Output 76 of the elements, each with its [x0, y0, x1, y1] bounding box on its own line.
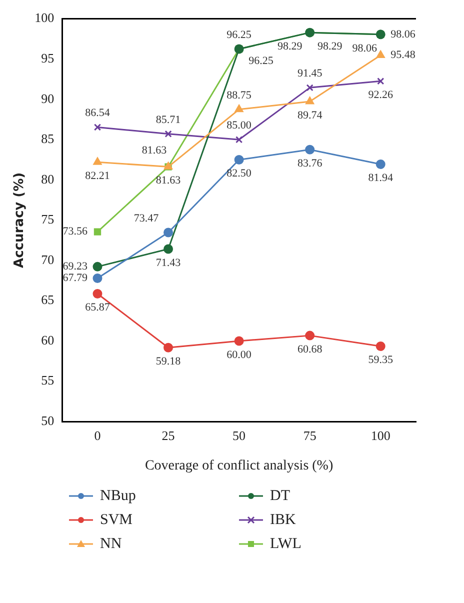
point	[92, 262, 102, 272]
data-label: 59.18	[156, 356, 182, 368]
y-tick-label: 70	[41, 252, 54, 267]
data-label: 85.00	[226, 120, 252, 132]
legend-label: IBK	[270, 512, 296, 528]
data-label: 89.74	[297, 109, 323, 122]
point	[235, 136, 243, 144]
data-label: 96.25	[226, 28, 252, 41]
data-label: 98.29	[317, 40, 343, 52]
point	[92, 289, 102, 298]
point	[164, 130, 172, 138]
point	[234, 104, 244, 112]
x-tick-label: 25	[162, 428, 175, 443]
x-tick-label: 100	[370, 428, 390, 443]
y-tick-label: 75	[41, 212, 54, 227]
y-tick-label: 85	[41, 131, 54, 146]
data-label: 81.94	[368, 172, 394, 184]
point	[94, 124, 102, 131]
y-tick-label: 55	[41, 372, 54, 388]
point	[306, 84, 314, 92]
point	[164, 342, 174, 352]
data-label: 67.79	[62, 272, 88, 284]
point	[234, 336, 244, 346]
y-tick-label: 50	[41, 413, 54, 428]
point	[93, 157, 102, 165]
x-tick-label: 50	[232, 428, 246, 443]
y-tick-label: 95	[41, 50, 54, 66]
data-label: 98.06	[352, 42, 378, 54]
data-label: 83.76	[297, 158, 323, 170]
data-label: 91.45	[297, 68, 323, 80]
data-label: 82.21	[85, 170, 110, 182]
legend-label: NBup	[100, 488, 136, 504]
x-axis-title: Coverage of conflict analysis (%)	[144, 458, 334, 474]
point	[376, 50, 385, 58]
point	[234, 155, 244, 165]
x-tick-label: 0	[94, 428, 101, 443]
data-label: 81.63	[142, 144, 168, 157]
data-label: 95.48	[390, 49, 416, 62]
point	[94, 228, 102, 236]
data-label: 69.23	[62, 260, 88, 273]
point	[376, 342, 386, 352]
y-tick-label: 100	[34, 10, 54, 26]
point	[164, 244, 174, 254]
legend-label: LWL	[270, 536, 302, 552]
data-label: 59.35	[368, 354, 394, 366]
data-label: 98.06	[390, 28, 416, 40]
data-label: 60.00	[226, 348, 252, 361]
y-tick-label: 90	[41, 90, 54, 106]
data-label: 82.50	[226, 168, 252, 180]
data-label: 85.71	[156, 114, 181, 126]
point	[305, 144, 315, 154]
y-tick-label: 80	[41, 171, 54, 186]
point	[377, 78, 384, 85]
point	[92, 274, 102, 284]
y-tick-label: 60	[41, 332, 54, 348]
data-label: 71.43	[156, 256, 182, 269]
data-label: 98.29	[277, 40, 303, 52]
point	[164, 228, 174, 238]
point	[305, 330, 315, 340]
data-label: 92.26	[368, 89, 394, 102]
data-label: 96.25	[248, 54, 274, 67]
data-label: 73.47	[134, 212, 160, 224]
y-axis-title: Accuracy (%)	[12, 172, 28, 268]
legend-label: SVM	[100, 512, 133, 528]
data-label: 60.68	[297, 343, 323, 356]
legend-label: DT	[270, 488, 290, 504]
data-label: 86.54	[85, 107, 110, 120]
data-label: 65.87	[85, 302, 110, 314]
point	[306, 96, 314, 104]
data-label: 73.56	[62, 226, 88, 238]
point	[376, 160, 386, 170]
legend-label: NN	[100, 536, 122, 552]
data-label: 88.75	[226, 89, 252, 102]
x-tick-label: 75	[303, 428, 316, 443]
data-label: 81.63	[156, 174, 182, 187]
y-tick-label: 65	[41, 292, 54, 308]
